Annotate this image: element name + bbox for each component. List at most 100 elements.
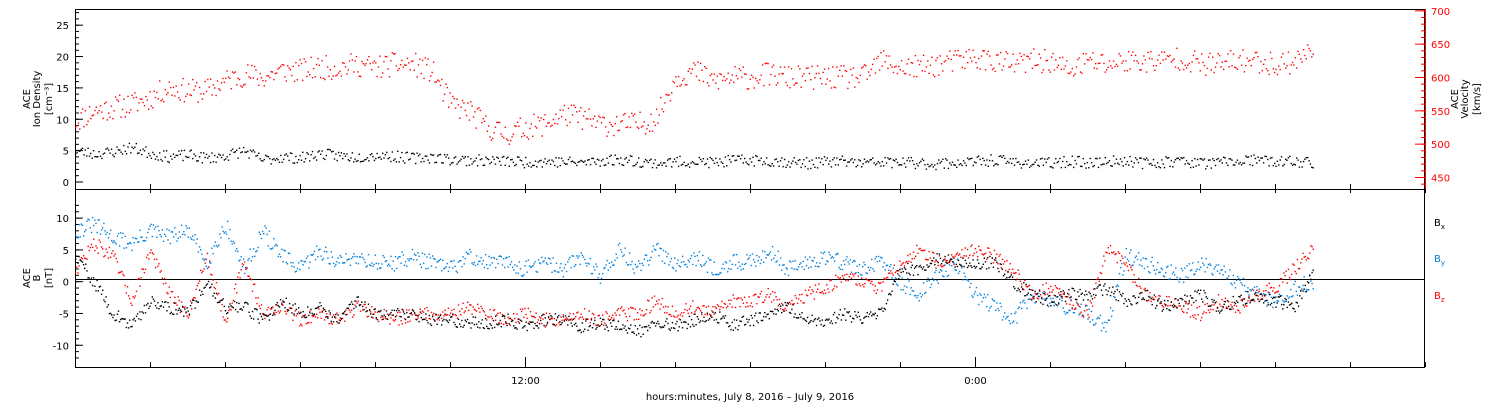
data-point [781,302,783,305]
data-point [1002,315,1005,318]
data-point [532,135,534,137]
data-point [826,284,828,286]
data-point [109,229,112,231]
data-point [106,119,109,121]
data-point [1103,163,1105,165]
data-point [1210,308,1212,311]
data-point [463,324,465,327]
data-point [146,99,148,101]
data-point [978,155,980,157]
data-point [817,265,819,268]
data-point [602,314,604,316]
data-point [1219,272,1221,275]
data-point [969,254,971,256]
data-point [874,164,877,166]
data-point [1107,319,1109,321]
data-point [1038,53,1040,55]
data-point [1312,167,1314,169]
data-point [741,316,743,318]
data-point [922,266,925,268]
data-point [105,248,107,250]
data-point [470,304,472,306]
data-point [745,323,747,326]
data-point [795,317,798,319]
data-point [781,269,783,271]
data-point [1109,307,1112,309]
data-point [474,111,476,113]
data-point [246,302,248,304]
data-point [420,161,422,163]
data-point [719,311,721,313]
data-point [1047,305,1050,308]
data-point [1027,159,1029,161]
data-point [881,160,883,163]
data-point [348,309,350,311]
data-point [774,158,776,161]
data-point [426,256,428,258]
data-point [1172,166,1174,168]
data-point [431,315,434,318]
data-point [359,310,362,312]
data-point [1067,312,1069,314]
data-point [1267,291,1269,293]
data-point [856,77,859,80]
data-point [746,302,748,304]
data-point [724,315,727,317]
data-point [609,318,612,321]
top-left-ylabel: ACE Ion Density [cm⁻³] [22,71,55,128]
data-point [421,157,424,160]
data-point [1034,292,1036,295]
data-point [1049,71,1051,73]
data-point [847,312,849,314]
data-point [1037,64,1039,66]
data-point [1027,298,1029,300]
data-point [136,241,139,243]
data-point [112,250,114,252]
data-point [872,313,874,315]
data-point [732,294,734,296]
data-point [325,310,327,313]
data-point [334,265,336,268]
data-point [469,322,471,324]
data-point [612,319,614,322]
bottom-panel-frame [75,189,1425,368]
data-point [376,311,379,313]
data-point [419,263,421,266]
data-point [902,270,904,273]
data-point [138,318,140,320]
data-point [705,162,707,165]
data-point [1009,158,1012,160]
data-point [535,312,537,314]
data-point [611,125,614,127]
data-point [327,317,329,319]
data-point [828,318,830,320]
data-point [1289,155,1291,157]
data-point [734,264,737,266]
data-point [880,52,882,54]
data-point [1275,296,1277,298]
data-point [971,266,973,269]
data-point [686,327,688,330]
data-point [79,259,81,261]
data-point [904,261,907,264]
data-point [152,151,154,154]
data-point [308,267,310,269]
data-point [298,64,300,67]
data-point [1276,160,1279,162]
data-point [936,260,938,263]
data-point [1138,277,1140,280]
data-point [229,228,231,231]
data-point [478,107,480,109]
data-point [270,306,273,309]
data-point [589,324,591,327]
data-point [457,161,460,163]
data-point [343,153,345,155]
data-point [900,164,903,166]
data-point [159,305,161,308]
data-point [729,325,731,327]
data-point [939,162,941,164]
data-point [302,264,304,266]
data-point [84,149,86,151]
data-point [588,108,590,110]
data-point [975,162,977,164]
